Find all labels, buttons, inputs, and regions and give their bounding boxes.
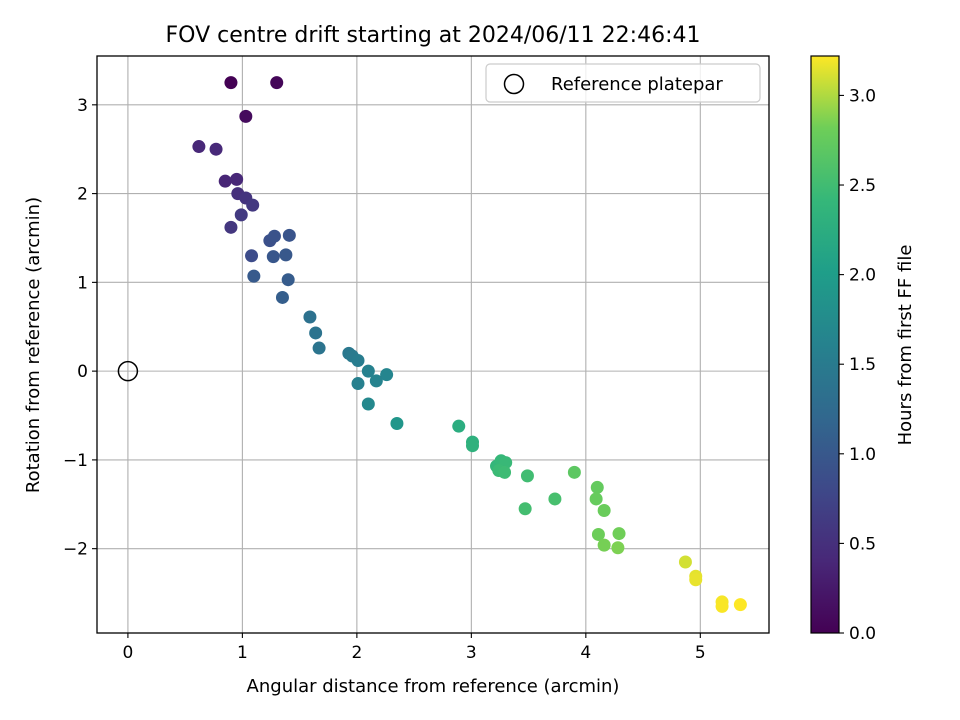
data-point [230,172,244,186]
data-point [224,76,238,90]
y-tick-label: 2 [77,185,88,205]
data-point [590,480,604,494]
data-point [247,269,261,283]
data-point [309,326,323,340]
data-point [465,439,479,453]
y-tick-label: −2 [63,540,88,560]
x-axis-ticks: 0 1 2 3 4 5 [122,633,706,663]
data-point [351,377,365,391]
data-point [715,599,729,613]
colorbar-gradient [810,55,840,634]
data-point [361,397,375,411]
data-point [591,527,605,541]
chart-title: FOV centre drift starting at 2024/06/11 … [166,23,701,48]
colorbar-ticks: 0.0 0.5 1.0 1.5 2.0 2.5 3.0 [839,86,876,644]
data-point [380,368,394,382]
data-point [678,555,692,569]
data-point [689,573,703,587]
data-point [518,502,532,516]
data-point [245,249,259,263]
data-point [597,503,611,517]
y-axis-label: Rotation from reference (arcmin) [23,197,44,493]
colorbar-tick-label: 0.0 [849,624,876,644]
plot-frame [96,55,770,634]
colorbar-tick-label: 0.5 [849,534,876,554]
data-point [270,76,284,90]
data-point [224,220,238,234]
data-point [452,419,466,433]
colorbar-label: Hours from first FF file [895,245,916,446]
data-point [275,290,289,304]
x-tick-label: 2 [351,643,362,663]
data-point [281,273,295,287]
data-point [390,417,404,431]
data-point [266,250,280,264]
y-tick-label: −1 [63,451,88,471]
x-tick-label: 4 [580,643,591,663]
data-points [192,76,747,613]
colorbar: 0.0 0.5 1.0 1.5 2.0 2.5 3.0 Hours from first F… [810,55,916,644]
data-point [361,364,375,378]
legend: Reference platepar [485,63,761,103]
data-point [246,198,260,212]
data-point [612,527,626,541]
y-tick-label: 1 [77,273,88,293]
legend-box [485,63,761,103]
colorbar-tick-label: 2.0 [849,266,876,286]
legend-reference-marker-icon [503,73,525,95]
x-tick-label: 0 [122,643,133,663]
legend-entry-reference-platepar: Reference platepar [551,74,723,95]
data-point [282,228,296,242]
x-tick-label: 3 [466,643,477,663]
data-point [567,465,581,479]
data-point [312,341,326,355]
x-tick-label: 1 [237,643,248,663]
data-point [351,353,365,367]
data-point [597,538,611,552]
data-point [520,469,534,483]
data-point [498,465,512,479]
grid-lines [97,56,769,633]
data-point [234,208,248,222]
x-tick-label: 5 [695,643,706,663]
colorbar-tick-label: 2.5 [849,176,876,196]
data-point [267,229,281,243]
y-tick-label: 0 [77,362,88,382]
data-point [548,492,562,506]
data-point [209,142,223,156]
colorbar-tick-label: 1.0 [849,445,876,465]
data-point [239,109,253,123]
data-point [369,374,383,388]
colorbar-tick-label: 3.0 [849,86,876,106]
data-point [192,140,206,154]
data-point [218,174,232,188]
data-point [303,310,317,324]
reference-marker-group [117,360,139,382]
x-axis-label: Angular distance from reference (arcmin) [247,676,620,697]
colorbar-tick-label: 1.5 [849,355,876,375]
data-point [611,541,625,555]
reference-platepar-marker [117,360,139,382]
data-point [279,248,293,262]
data-point [733,598,747,612]
y-tick-label: 3 [77,96,88,116]
data-point [589,492,603,506]
y-axis-ticks: −2 −1 0 1 2 3 [63,96,97,560]
